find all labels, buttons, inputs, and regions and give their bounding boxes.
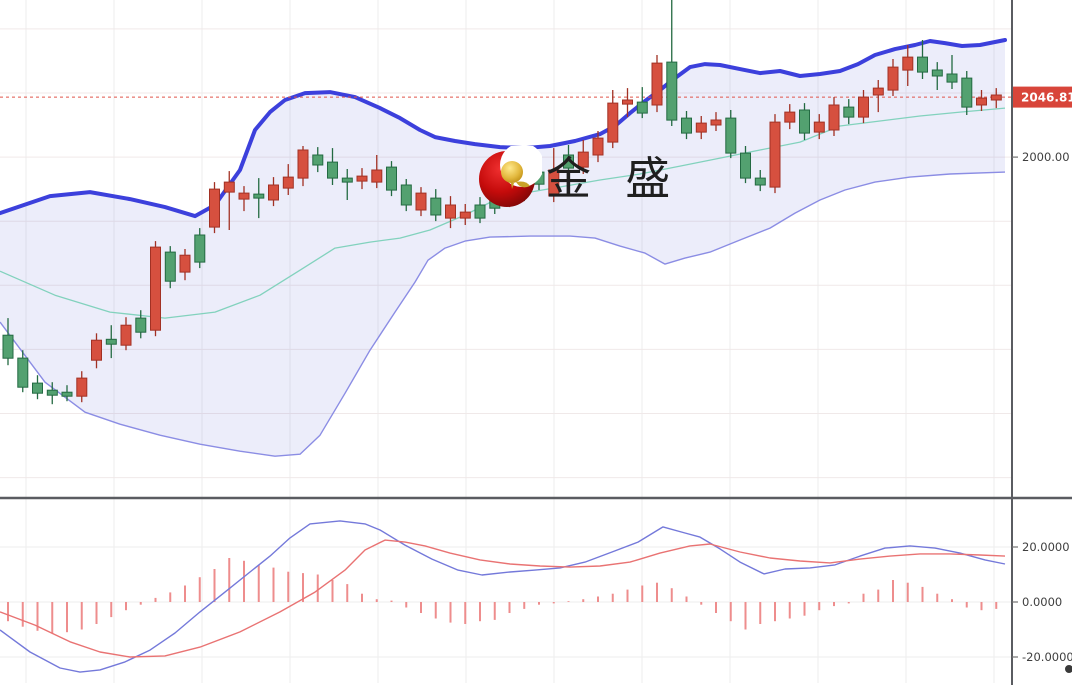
candle-body [120,324,132,346]
candle-body [179,254,191,273]
candle-body [681,117,692,134]
candle-body [46,389,58,396]
candle-body [445,204,456,219]
candle-body [622,99,633,105]
candle-body [504,189,515,201]
candle-body [32,382,43,394]
candle-body [813,121,825,133]
candle-body [725,117,737,154]
macd-dif-line [0,520,1006,673]
candle-body [371,169,383,183]
candle-body [902,56,914,71]
macd-indicator [0,520,1006,673]
macd-dea-line [0,539,1006,658]
candle-body [223,181,235,193]
bollinger-upper-band [0,38,1007,219]
candle-body [341,177,353,183]
candle-body [858,96,869,118]
grid-lines [0,0,1012,683]
candle-body [769,121,781,188]
candle-body [636,101,648,114]
candle-body [990,94,1002,101]
candle-body [931,69,943,77]
candle-body [76,377,88,397]
candle-body [164,251,176,282]
last-price-tag-bg [1013,86,1072,108]
candle-body [253,193,265,199]
candle-body [2,334,14,359]
candle-body [209,188,220,228]
candle-body [150,246,161,331]
candle-body [666,61,678,121]
candle-body [563,154,574,169]
candle-body [518,179,530,196]
candle-body [843,106,855,118]
candle-body [740,152,751,179]
candle-body [91,339,102,361]
candle-body [327,161,338,179]
last-price-tag-value: 2046.81 [1021,91,1072,105]
candle-body [695,122,707,133]
candle-body [533,171,545,185]
bollinger-lower-band [0,171,1006,457]
candle-body [61,391,73,397]
macd-axis-label: 20.0000 [1022,540,1070,554]
candle-body [105,338,117,345]
candle-body [592,137,604,156]
candle-body [356,175,368,182]
macd-axis-label: -20.0000 [1022,650,1072,664]
candle-body [17,357,29,388]
candle-body [710,119,722,126]
candle-body [651,62,663,106]
candle-body [946,73,958,83]
candle-body [489,195,501,209]
candle-body [268,184,279,201]
candle-body [887,66,899,91]
candle-body [872,87,884,96]
last-price-tag: 2046.81 [1013,86,1072,108]
candle-body [607,102,619,143]
candle-body [474,204,486,219]
candle-body [415,192,427,211]
candle-body [238,192,250,200]
price-axis-background [1011,0,1072,685]
candle-body [961,77,973,108]
candle-body [135,317,147,333]
candle-body [976,97,987,106]
candle-body [194,234,206,263]
partial-badge-dot [1065,665,1072,673]
candle-body [282,176,294,189]
candle-body [917,56,928,73]
candle-body [297,149,309,179]
candle-body [459,211,471,219]
candle-body [430,197,442,216]
candle-body [754,177,766,186]
candle-body [577,151,589,168]
candle-body [400,184,412,206]
candle-body [312,154,324,166]
candle-body [548,169,560,197]
candle-body [799,109,810,134]
price-axis-label: 2000.00 [1022,150,1070,164]
macd-axis-label: 0.0000 [1022,595,1062,609]
candle-body [386,166,397,191]
candle-body [784,111,796,123]
candle-body [828,104,840,131]
